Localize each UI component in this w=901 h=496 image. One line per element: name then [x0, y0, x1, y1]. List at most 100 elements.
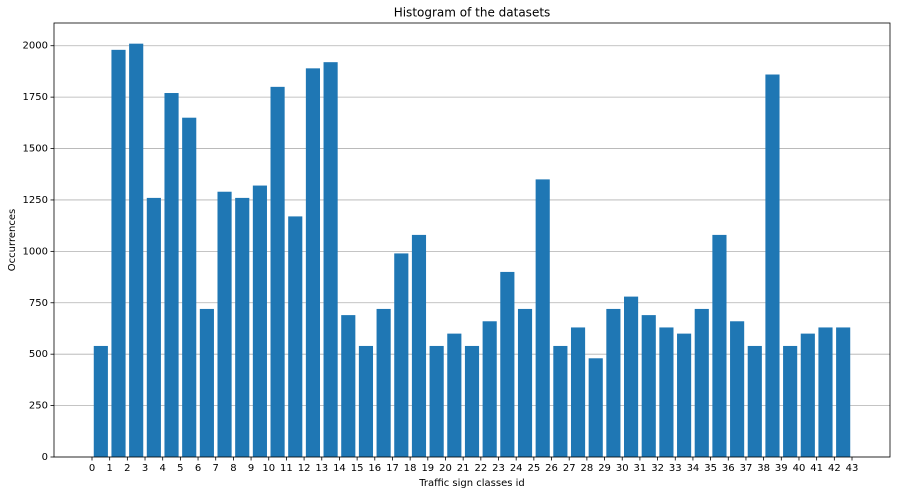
bar [818, 327, 833, 457]
x-tick-label: 4 [160, 463, 166, 474]
x-tick-label: 42 [828, 463, 841, 474]
bar [553, 345, 568, 457]
bar [199, 308, 214, 457]
bar [394, 253, 409, 457]
bar [517, 308, 533, 457]
bar [429, 345, 444, 457]
x-tick-label: 21 [457, 463, 470, 474]
bar [129, 43, 144, 458]
x-tick-label: 3 [142, 463, 148, 474]
y-tick-label: 1750 [23, 92, 48, 103]
bar [288, 216, 303, 457]
bar [783, 345, 798, 457]
x-tick-label: 2 [124, 463, 130, 474]
bar [836, 327, 851, 457]
y-axis-label: Occurrences [7, 209, 18, 271]
bar [694, 308, 709, 457]
y-tick-label: 1000 [23, 246, 48, 257]
x-tick-label: 0 [89, 463, 95, 474]
bar [500, 271, 515, 457]
y-tick-label: 2000 [23, 41, 48, 52]
bar [712, 234, 727, 457]
bar [747, 345, 762, 457]
x-tick-label: 13 [315, 463, 328, 474]
y-tick-label: 500 [29, 349, 48, 360]
x-tick-label: 35 [704, 463, 717, 474]
bar [358, 345, 374, 457]
x-tick-label: 10 [262, 463, 275, 474]
x-tick-label: 15 [351, 463, 364, 474]
bar [464, 345, 480, 457]
x-tick-label: 22 [474, 463, 487, 474]
bar [252, 185, 267, 457]
x-tick-label: 31 [634, 463, 647, 474]
bar [482, 321, 497, 457]
x-tick-label: 29 [598, 463, 611, 474]
bar [606, 308, 621, 457]
bar [164, 93, 179, 457]
x-tick-label: 25 [527, 463, 540, 474]
x-tick-label: 24 [510, 463, 523, 474]
bar [535, 179, 550, 457]
chart-title: Histogram of the datasets [394, 6, 551, 20]
x-tick-label: 19 [421, 463, 434, 474]
x-tick-label: 32 [651, 463, 664, 474]
x-tick-label: 9 [248, 463, 254, 474]
x-tick-label: 6 [195, 463, 201, 474]
x-tick-label: 34 [687, 463, 700, 474]
x-tick-label: 43 [846, 463, 859, 474]
axes-frame [53, 22, 891, 458]
bar [93, 345, 108, 457]
x-tick-label: 27 [563, 463, 576, 474]
x-tick-label: 12 [298, 463, 311, 474]
y-tick-label: 250 [29, 401, 48, 412]
bar [570, 327, 586, 457]
x-tick-label: 17 [386, 463, 399, 474]
x-tick-label: 30 [616, 463, 629, 474]
x-tick-label: 8 [230, 463, 236, 474]
y-tick-label: 1500 [23, 144, 48, 155]
x-tick-label: 40 [793, 463, 806, 474]
bar [624, 296, 639, 457]
x-tick-label: 18 [404, 463, 417, 474]
bar [376, 308, 391, 457]
x-tick-label: 1 [106, 463, 112, 474]
x-tick-label: 11 [280, 463, 293, 474]
y-tick-label: 0 [42, 452, 48, 463]
bar [323, 62, 338, 457]
x-tick-label: 39 [775, 463, 788, 474]
bar [411, 234, 427, 457]
x-tick-label: 7 [213, 463, 219, 474]
x-tick-label: 36 [722, 463, 735, 474]
bar [146, 197, 161, 458]
x-tick-label: 14 [333, 463, 346, 474]
bar [447, 333, 462, 457]
bar [217, 191, 232, 457]
bar [641, 315, 656, 457]
bar [588, 358, 603, 457]
x-tick-label: 20 [439, 463, 452, 474]
x-tick-label: 16 [368, 463, 381, 474]
y-tick-label: 750 [29, 298, 48, 309]
bar [235, 197, 250, 458]
bar [305, 68, 320, 457]
bar [677, 333, 692, 457]
x-tick-label: 38 [757, 463, 770, 474]
x-axis-label: Traffic sign classes id [418, 478, 525, 489]
x-tick-label: 33 [669, 463, 682, 474]
y-tick-label: 1250 [23, 195, 48, 206]
x-tick-label: 5 [177, 463, 183, 474]
x-tick-label: 26 [545, 463, 558, 474]
bar [341, 315, 356, 457]
bar [765, 74, 780, 457]
bar [270, 86, 285, 458]
bar [800, 333, 815, 457]
x-tick-label: 41 [810, 463, 823, 474]
bar [659, 327, 674, 457]
bar [730, 321, 745, 457]
bar [182, 117, 197, 457]
x-tick-label: 28 [581, 463, 594, 474]
bar [111, 49, 126, 458]
x-tick-label: 37 [740, 463, 753, 474]
